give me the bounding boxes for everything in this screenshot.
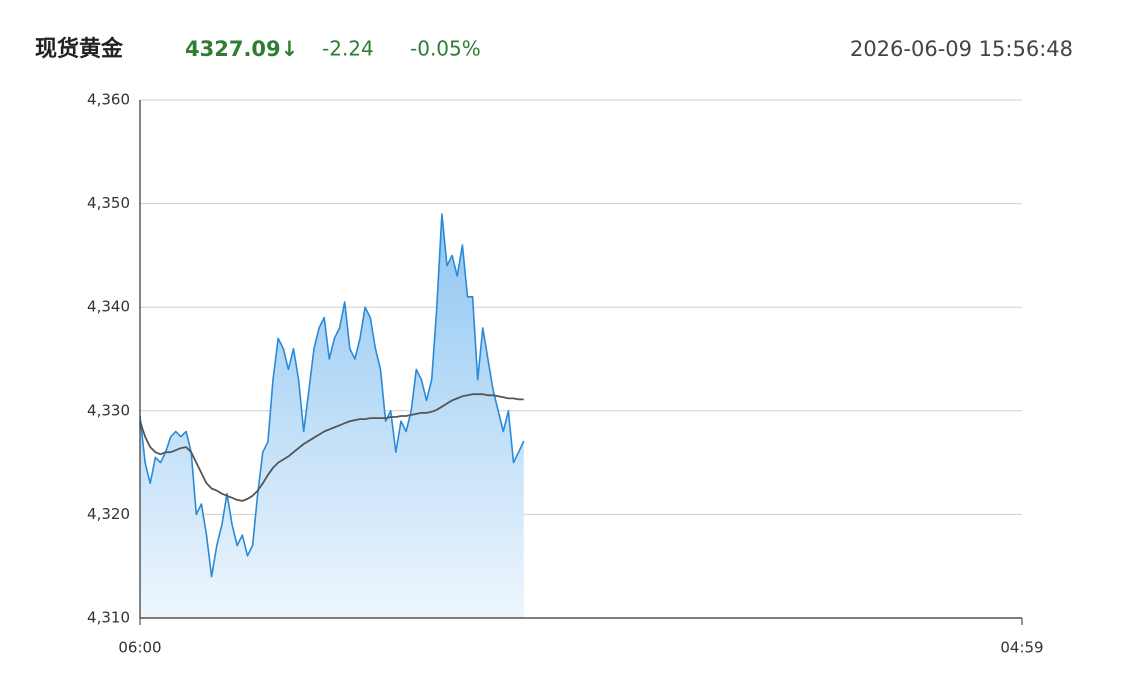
average-line (139, 393, 524, 502)
x-tick-label: 06:00 (118, 639, 161, 657)
x-tick-label: 04:59 (1000, 639, 1043, 657)
change: -2.24 (322, 37, 374, 61)
price-line (139, 213, 525, 578)
y-tick-label: 4,320 (87, 505, 130, 523)
y-tick-label: 4,340 (87, 298, 130, 316)
y-tick-label: 4,360 (87, 91, 130, 109)
title: 现货黄金 (35, 36, 124, 62)
price: 4327.09↓ (185, 37, 298, 61)
timestamp: 2026-06-09 15:56:48 (850, 37, 1073, 61)
y-tick-label: 4,310 (87, 609, 130, 627)
area (140, 214, 524, 618)
y-tick-label: 4,350 (87, 194, 130, 212)
y-tick-label: 4,330 (87, 401, 130, 419)
change-pct: -0.05% (410, 37, 481, 61)
